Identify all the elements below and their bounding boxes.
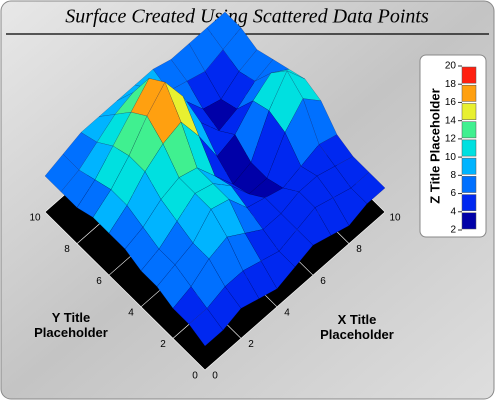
surface-cell — [208, 236, 244, 287]
legend-swatch — [461, 139, 477, 157]
legend-swatch — [461, 121, 477, 139]
surface-cell — [350, 171, 386, 205]
z-tick-label: 8 — [450, 170, 456, 181]
z-tick-label: 18 — [445, 79, 457, 90]
surface-cell — [250, 110, 286, 179]
y-tick-label: 10 — [29, 213, 41, 224]
surface-cell — [242, 260, 278, 299]
surface-cell — [332, 187, 368, 227]
x-tick-label: 0 — [212, 371, 218, 382]
z-title: Z Title Placeholder — [427, 88, 442, 203]
chart-title: Surface Created Using Scattered Data Poi… — [65, 6, 429, 28]
y-tick-label: 0 — [192, 371, 198, 382]
surface-cell — [296, 207, 332, 246]
legend-swatch — [461, 66, 477, 84]
surface-cell — [318, 134, 354, 167]
y-tick-label: 6 — [96, 276, 102, 287]
grid-line — [44, 211, 206, 371]
surface-cell — [44, 153, 80, 193]
surface-cell — [262, 213, 298, 252]
x-tick-label: 4 — [284, 307, 290, 318]
surface-cell — [248, 177, 284, 199]
surface-cell — [284, 97, 320, 167]
legend-swatch — [461, 84, 477, 102]
x-title: X Title Placeholder — [320, 312, 394, 342]
surface-cell — [214, 175, 250, 195]
axes: 0 2 4 6 8 10 0 2 4 6 8 10 — [29, 213, 401, 382]
surface-cell — [264, 187, 300, 214]
surface-cell — [232, 162, 268, 195]
surface-cell — [172, 286, 208, 325]
z-tick-label: 12 — [445, 134, 457, 145]
y-tick-label: 8 — [64, 244, 70, 255]
surface-cell — [112, 111, 148, 157]
surface-cell — [60, 169, 96, 208]
surface-cell — [252, 70, 288, 111]
z-tick-label: 16 — [445, 97, 457, 108]
legend-swatch — [461, 194, 477, 212]
surface-cell — [298, 175, 334, 208]
surface-cell — [206, 286, 242, 331]
color-legend: 2 4 6 8 10 12 14 16 18 20 — [445, 61, 477, 236]
surface-cell — [92, 189, 128, 234]
z-tick-label: 14 — [445, 115, 457, 126]
y-tick-label: 4 — [128, 307, 134, 318]
surface-cell — [114, 78, 150, 115]
surface-cell — [316, 165, 352, 199]
z-tick-label: 10 — [445, 152, 457, 163]
x-tick-label: 8 — [356, 244, 362, 255]
surface-cell — [188, 308, 224, 347]
legend-swatch — [461, 212, 477, 230]
grid-line — [204, 211, 386, 371]
surface-cell — [140, 248, 176, 287]
surface-cell — [78, 141, 114, 181]
surface-cell — [282, 165, 318, 193]
surface-cell — [334, 156, 370, 189]
surface-cell — [260, 250, 296, 290]
z-tick-label: 2 — [450, 225, 456, 236]
x-tick-label: 2 — [248, 339, 254, 350]
y-tick-label: 2 — [160, 339, 166, 350]
legend-swatch — [461, 176, 477, 193]
z-tick-label: 4 — [450, 206, 456, 217]
x-tick-label: 6 — [320, 276, 326, 287]
z-tick-label: 20 — [445, 61, 457, 72]
y-title: Y Title Placeholder — [34, 310, 108, 340]
surface-cell — [300, 143, 336, 177]
surface-cell — [314, 197, 350, 236]
surface-cell — [94, 145, 130, 190]
surface-cell — [268, 70, 304, 133]
surface-cell — [62, 132, 98, 171]
surface-cell — [108, 204, 144, 250]
surface-cell — [174, 242, 210, 288]
x-tick-label: 10 — [389, 213, 401, 224]
legend-swatch — [461, 103, 477, 120]
surface-cell — [286, 70, 322, 102]
surface-cell — [80, 114, 116, 143]
surface-cell — [266, 131, 302, 189]
z-tick-label: 6 — [450, 188, 456, 199]
legend-swatch — [461, 157, 477, 175]
surface — [44, 11, 386, 347]
